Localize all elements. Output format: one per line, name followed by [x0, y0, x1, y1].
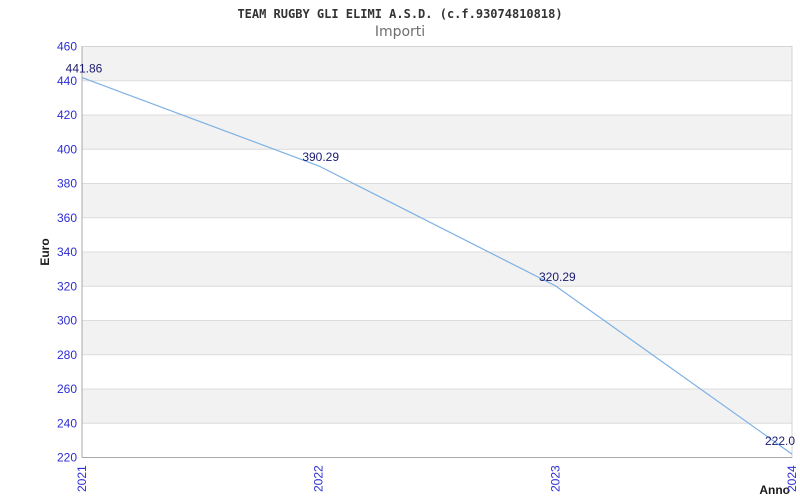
x-tick-label: 2021	[75, 465, 89, 492]
y-tick-label: 360	[57, 211, 77, 225]
y-tick-label: 220	[57, 451, 77, 465]
chart-title: TEAM RUGBY GLI ELIMI A.S.D. (c.f.9307481…	[237, 7, 563, 21]
plot-band	[82, 46, 792, 81]
plot-band	[82, 183, 792, 218]
y-axis-title: Euro	[38, 238, 52, 265]
y-tick-label: 260	[57, 382, 77, 396]
point-label: 441.86	[66, 62, 103, 76]
y-tick-label: 340	[57, 245, 77, 259]
y-tick-label: 300	[57, 314, 77, 328]
x-tick-label: 2022	[312, 465, 326, 492]
x-tick-label: 2024	[785, 465, 799, 492]
point-label: 320.29	[539, 270, 576, 284]
x-axis-title: Anno	[759, 483, 790, 497]
y-tick-label: 460	[57, 40, 77, 54]
point-label: 390.29	[302, 150, 339, 164]
chart-subtitle: Importi	[374, 24, 426, 40]
y-tick-label: 240	[57, 416, 77, 430]
y-tick-label: 440	[57, 74, 77, 88]
data-line	[81, 77, 793, 455]
plot-band	[82, 389, 792, 424]
y-tick-label: 400	[57, 142, 77, 156]
x-tick-label: 2023	[548, 465, 562, 492]
y-tick-label: 420	[57, 108, 77, 122]
y-tick-label: 320	[57, 279, 77, 293]
plot-band	[82, 115, 792, 150]
point-label: 222.0	[765, 434, 795, 448]
plot-band	[82, 252, 792, 287]
plot-band	[82, 320, 792, 355]
y-tick-label: 280	[57, 348, 77, 362]
y-tick-label: 380	[57, 177, 77, 191]
